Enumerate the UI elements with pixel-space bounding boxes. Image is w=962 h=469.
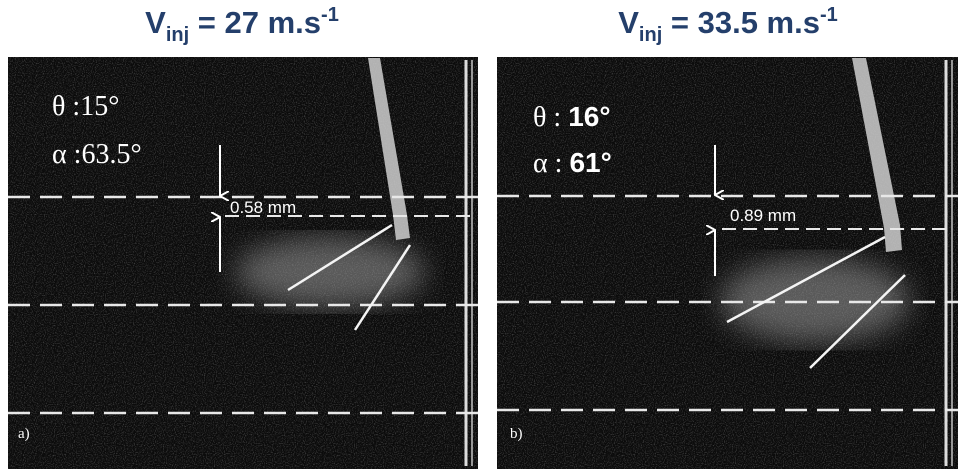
figure: Vinj = 27 m.s-1 Vinj = 33.5 m.s-1 θ :15°… (0, 0, 962, 469)
title-subscript: inj (166, 24, 189, 46)
panel-image: θ : 16° α : 61° 0.89 mm b) (497, 57, 958, 469)
theta-label: θ : (533, 102, 568, 133)
alpha-label: α : (533, 148, 569, 179)
title-symbol: V (618, 5, 639, 40)
title-superscript: -1 (321, 4, 339, 26)
panel-letter: b) (510, 426, 523, 442)
alpha-value: 61° (569, 147, 611, 178)
alpha-label: α : (52, 139, 81, 170)
title-text: = 33.5 m.s (662, 5, 820, 40)
theta-label: θ : (52, 91, 80, 122)
gap-label: 0.58 mm (230, 198, 296, 217)
alpha-value: 63.5° (81, 139, 141, 170)
theta-angle: θ : 16° (533, 101, 611, 133)
panel-title: Vinj = 27 m.s-1 (145, 4, 339, 46)
theta-angle: θ :15° (52, 91, 119, 122)
panel-image: θ :15° α :63.5° 0.58 mm a) (8, 57, 478, 469)
title-text: = 27 m.s (189, 5, 321, 40)
gap-label: 0.89 mm (730, 206, 796, 225)
title-symbol: V (145, 5, 166, 40)
panel-letter: a) (18, 426, 30, 442)
alpha-angle: α : 61° (533, 147, 612, 179)
alpha-angle: α :63.5° (52, 139, 142, 170)
theta-value: 16° (568, 101, 610, 132)
title-subscript: inj (639, 24, 662, 46)
panel-title: Vinj = 33.5 m.s-1 (618, 4, 838, 46)
theta-value: 15° (80, 91, 119, 122)
title-superscript: -1 (820, 4, 838, 26)
